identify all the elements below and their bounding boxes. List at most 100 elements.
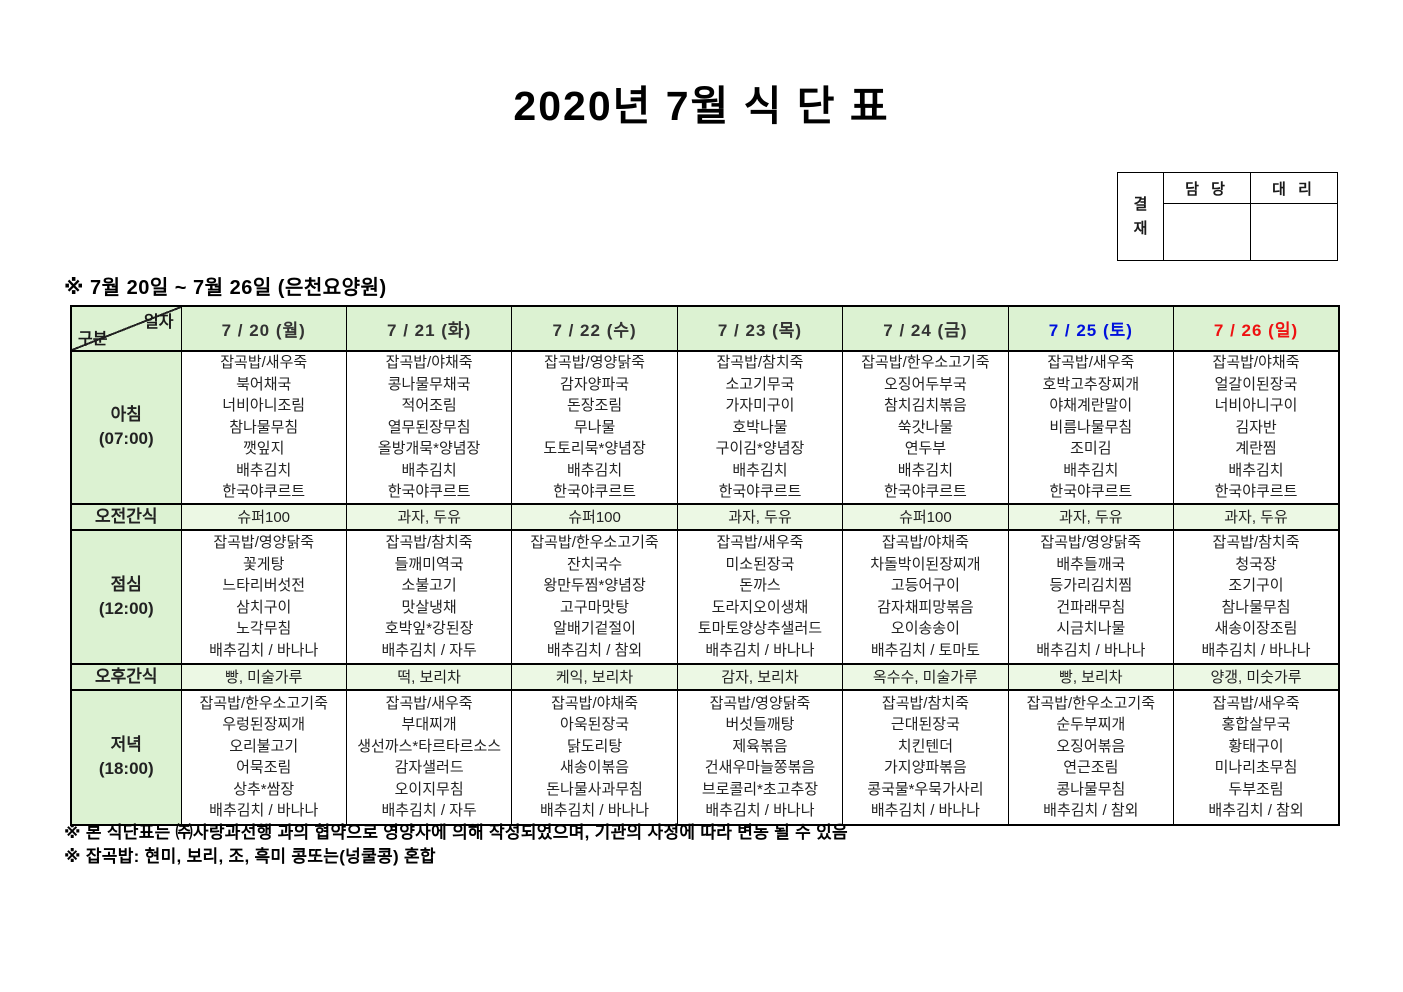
- category-cell-lunch: 점심 (12:00): [70, 528, 182, 664]
- menu-item: 오이송송이: [890, 620, 960, 637]
- menu-item: 한국야쿠르트: [553, 483, 636, 500]
- breakfast-cell: 잡곡밥/영양닭죽 감자양파국 돈장조림 무나물 도토리묵*양념장 배추김치 한국야쿠르트: [511, 350, 678, 504]
- am-snack-cell: 슈퍼100: [180, 502, 347, 530]
- menu-item: 배추김치 / 바나나: [540, 802, 650, 819]
- menu-item: 오리불고기: [229, 737, 299, 755]
- menu-item: 콩나물무침: [1056, 780, 1126, 798]
- menu-item: 감자양파국: [560, 375, 630, 393]
- day-header: 7 / 22 (수): [511, 305, 678, 352]
- note-line: ※ 잡곡밥: 현미, 보리, 조, 흑미 콩또는(넝쿨콩) 혼합: [64, 847, 436, 866]
- menu-item: 생선까스*타르타르소스: [357, 737, 502, 755]
- menu-item: 잡곡밥/참치죽: [1212, 534, 1300, 551]
- dinner-cell: 잡곡밥/영양닭죽 버섯들깨탕 제육볶음 건새우마늘쫑볶음 브로콜리*초고추장 배추김치 /…: [676, 688, 844, 825]
- am-snack-cell: 과자, 두유: [1173, 502, 1340, 530]
- menu-item: 차돌박이된장찌개: [870, 555, 981, 573]
- menu-item: 한국야쿠르트: [222, 483, 306, 500]
- menu-item: 깻잎지: [243, 440, 285, 457]
- menu-item: 잡곡밥/영양닭죽: [213, 534, 315, 551]
- dinner-cell: 잡곡밥/참치죽 근대된장국 치킨텐더 가지양파볶음 콩국물*우묵가사리 배추김치 / 바나…: [842, 688, 1009, 825]
- lunch-cell: 잡곡밥/야채죽 차돌박이된장찌개 고등어구이 감자채피망볶음 오이송송이 배추김치 / 토…: [842, 528, 1009, 664]
- category-cell-breakfast: 아침 (07:00): [70, 350, 182, 504]
- am-snack-cell: 과자, 두유: [676, 502, 844, 530]
- menu-item: 배추김치 / 바나나: [1036, 641, 1146, 659]
- menu-item: 우렁된장찌개: [222, 716, 306, 733]
- menu-item: 노각무침: [236, 620, 292, 637]
- menu-item: 배추김치 / 참외: [1208, 802, 1304, 819]
- menu-item: 도라지오이생채: [711, 598, 809, 616]
- menu-item: 오징어두부국: [883, 375, 967, 393]
- menu-item: 배추김치 / 참외: [1043, 802, 1139, 819]
- pm-snack-cell: 빵, 보리차: [1007, 662, 1175, 690]
- menu-item: 느타리버섯전: [222, 577, 306, 594]
- menu-item: 배추김치 / 참외: [546, 641, 643, 659]
- menu-item: 적어조림: [401, 397, 457, 414]
- breakfast-cell: 잡곡밥/참치죽 소고기무국 가자미구이 호박나물 구이김*양념장 배추김치 한국야쿠르트: [676, 350, 844, 504]
- menu-item: 새송이장조림: [1214, 620, 1298, 637]
- menu-item: 배추김치 / 바나나: [209, 641, 319, 659]
- menu-item: 순두부찌개: [1056, 716, 1126, 733]
- menu-item: 꽃게탕: [243, 555, 285, 573]
- menu-item: 배추김치 / 바나나: [1201, 641, 1311, 659]
- menu-item: 황태구이: [1228, 737, 1284, 755]
- category-time: (07:00): [98, 429, 154, 449]
- menu-item: 잡곡밥/새우죽: [1212, 694, 1300, 712]
- menu-item: 한국야쿠르트: [1049, 483, 1133, 500]
- menu-item: 배추김치: [1063, 461, 1119, 479]
- menu-item: 호박나물: [732, 418, 788, 436]
- approval-col-manager: 담 당: [1163, 172, 1251, 204]
- week-range-subtitle: ※ 7월 20일 ~ 7월 26일 (은천요양원): [64, 277, 387, 299]
- menu-item: 배추김치 / 바나나: [870, 802, 980, 819]
- menu-item: 올방개묵*양념장: [377, 440, 481, 457]
- breakfast-cell: 잡곡밥/야채죽 콩나물무채국 적어조림 열무된장무침 올방개묵*양념장 배추김치 한국야쿠르…: [345, 350, 513, 504]
- menu-item: 건파래무침: [1056, 598, 1126, 616]
- day-header: 7 / 20 (월): [180, 305, 347, 352]
- menu-item: 참치김치볶음: [883, 397, 967, 414]
- menu-item: 조미김: [1070, 440, 1112, 457]
- day-header: 7 / 24 (금): [842, 305, 1009, 352]
- menu-item: 잡곡밥/야채죽: [881, 534, 969, 551]
- menu-item: 배추김치: [732, 461, 788, 479]
- category-cell-dinner: 저녁 (18:00): [70, 688, 182, 825]
- menu-item: 미소된장국: [725, 555, 795, 573]
- am-snack-cell: 슈퍼100: [842, 502, 1009, 530]
- menu-item: 배추김치: [566, 461, 623, 479]
- menu-item: 브로콜리*초고추장: [701, 780, 819, 798]
- menu-item: 감자샐러드: [394, 759, 464, 776]
- menu-item: 김자반: [1235, 418, 1277, 436]
- pm-snack-cell: 옥수수, 미술가루: [842, 662, 1009, 690]
- category-cell-am-snack: 오전간식: [70, 502, 182, 530]
- menu-item: 배추김치: [1228, 461, 1284, 479]
- menu-item: 호박잎*강된장: [384, 620, 474, 637]
- menu-item: 홍합살무국: [1221, 716, 1291, 733]
- menu-item: 잡곡밥/한우소고기죽: [861, 354, 990, 371]
- category-time: (18:00): [98, 759, 154, 778]
- menu-item: 상추*쌈장: [233, 780, 295, 798]
- dinner-cell: 잡곡밥/야채죽 아욱된장국 닭도리탕 새송이볶음 돈나물사과무침 배추김치 / 바나나: [511, 688, 678, 825]
- menu-item: 한국야쿠르트: [883, 483, 967, 500]
- menu-item: 가자미구이: [725, 397, 795, 414]
- menu-item: 잔치국수: [566, 555, 623, 573]
- menu-item: 잡곡밥/영양닭죽: [544, 354, 645, 371]
- menu-item: 근대된장국: [890, 716, 960, 733]
- pm-snack-cell: 케익, 보리차: [511, 662, 678, 690]
- menu-item: 한국야쿠르트: [718, 483, 802, 500]
- meal-table: 일자 구분 7 / 20 (월) 7 / 21 (화) 7 / 22 (수) 7 / 23…: [70, 305, 1340, 826]
- category-name: 저녁: [110, 735, 142, 754]
- dinner-cell: 잡곡밥/한우소고기죽 우렁된장찌개 오리불고기 어묵조림 상추*쌈장 배추김치 / 바나나: [180, 688, 347, 825]
- menu-item: 잡곡밥/한우소고기죽: [1026, 694, 1155, 712]
- menu-item: 잡곡밥/참치죽: [385, 534, 473, 551]
- am-snack-cell: 과자, 두유: [1007, 502, 1175, 530]
- menu-item: 한국야쿠르트: [387, 483, 471, 500]
- menu-item: 어묵조림: [236, 759, 292, 776]
- menu-item: 배추김치 / 바나나: [705, 802, 815, 819]
- menu-item: 왕만두찜*양념장: [543, 577, 646, 594]
- menu-item: 고등어구이: [890, 577, 960, 594]
- category-name: 점심: [110, 574, 142, 594]
- menu-item: 시금치나물: [1056, 620, 1126, 637]
- menu-item: 북어채국: [236, 375, 292, 393]
- menu-item: 호박고추장찌개: [1042, 375, 1140, 393]
- menu-item: 소고기무국: [725, 375, 795, 393]
- menu-item: 잡곡밥/참치죽: [881, 694, 969, 712]
- day-header: 7 / 26 (일): [1173, 305, 1340, 352]
